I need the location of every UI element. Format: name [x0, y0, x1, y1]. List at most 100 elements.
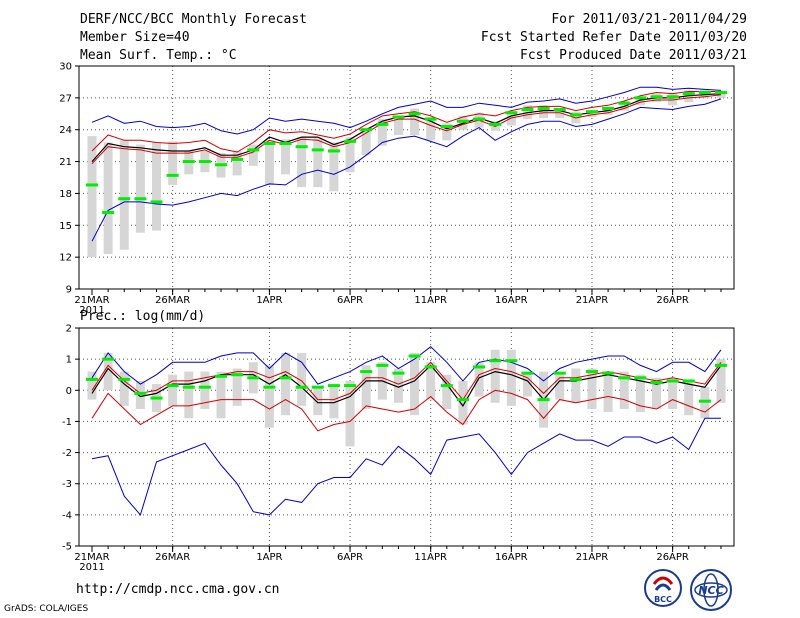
- median-marker: [247, 376, 260, 380]
- median-marker: [327, 149, 340, 153]
- ncc-logo: NCC: [686, 568, 736, 618]
- x-tick-label: 11APR: [414, 552, 447, 563]
- spread-box: [571, 368, 581, 403]
- median-marker: [521, 371, 534, 375]
- spread-box: [716, 359, 726, 403]
- lower-quartile-line: [91, 94, 722, 165]
- lower-bound-line: [91, 417, 721, 516]
- spread-box: [539, 105, 549, 119]
- median-marker: [456, 119, 469, 123]
- median-marker: [295, 385, 308, 389]
- spread-box: [393, 115, 403, 136]
- median-marker: [698, 91, 711, 95]
- x-tick-label: 26APR: [656, 295, 689, 306]
- median-marker: [134, 197, 147, 201]
- median-marker: [86, 377, 98, 381]
- spread-box: [119, 140, 129, 250]
- spread-box: [506, 111, 516, 126]
- y-tick-label: 21: [59, 157, 72, 168]
- y-tick-label: 30: [59, 62, 72, 73]
- median-marker: [618, 101, 631, 105]
- spread-box: [668, 377, 678, 409]
- spread-box: [232, 368, 242, 406]
- spread-box: [345, 137, 355, 173]
- spread-box: [329, 142, 339, 192]
- y-tick-label: 0: [66, 386, 72, 397]
- spread-box: [555, 374, 565, 400]
- upper-quartile-line: [91, 361, 722, 401]
- median-marker: [86, 183, 98, 187]
- y-tick-label: -5: [62, 542, 72, 553]
- spread-box: [587, 110, 597, 117]
- median-marker: [585, 110, 598, 114]
- produced-date: Fcst Produced Date 2011/03/21: [520, 48, 747, 63]
- spread-box: [635, 374, 645, 413]
- median-marker: [198, 385, 211, 389]
- spread-box: [684, 380, 694, 416]
- median-marker: [263, 142, 276, 146]
- median-marker: [473, 365, 486, 369]
- spread-box: [361, 127, 371, 156]
- spread-box: [248, 144, 258, 166]
- x-tick-label: 21MAR: [74, 295, 109, 306]
- median-marker: [231, 157, 244, 161]
- y-tick-label: -1: [62, 417, 72, 428]
- spread-box: [635, 96, 645, 106]
- y-tick-label: 15: [59, 221, 72, 232]
- spread-box: [119, 371, 129, 406]
- spread-box: [87, 136, 97, 258]
- member-size: Member Size=40: [80, 30, 190, 45]
- ncc-logo-text: NCC: [698, 584, 723, 597]
- y-tick-label: 18: [59, 189, 72, 200]
- y-tick-label: 12: [59, 253, 72, 264]
- median-marker: [134, 391, 147, 395]
- plot-frame: [78, 65, 735, 290]
- spread-box: [103, 142, 113, 254]
- spread-box: [313, 387, 323, 416]
- spread-box: [587, 368, 597, 409]
- median-marker: [279, 142, 292, 146]
- spread-box: [152, 142, 162, 231]
- x-tick-label: 1APR: [256, 552, 282, 563]
- median-marker: [311, 148, 324, 152]
- median-marker: [182, 160, 195, 164]
- median-marker: [440, 384, 453, 388]
- median-marker: [182, 385, 195, 389]
- x-tick-label: 6APR: [337, 552, 363, 563]
- median-marker: [279, 376, 292, 380]
- bcc-logo-text: BCC: [654, 595, 672, 604]
- x-tick-label: 26APR: [656, 552, 689, 563]
- x-tick-label: 1APR: [256, 295, 282, 306]
- source-url[interactable]: http://cmdp.ncc.cma.gov.cn: [76, 582, 280, 597]
- median-marker: [263, 385, 276, 389]
- median-marker: [102, 357, 115, 361]
- median-marker: [602, 371, 615, 375]
- spread-box: [345, 380, 355, 447]
- median-marker: [537, 398, 550, 402]
- median-marker: [376, 363, 389, 367]
- median-marker: [215, 374, 228, 378]
- spread-box: [87, 371, 97, 400]
- x-tick-label: 21APR: [576, 295, 609, 306]
- median-marker: [424, 365, 437, 369]
- grads-credit: GrADS: COLA/IGES: [4, 604, 89, 614]
- lower-quartile-line: [91, 389, 722, 432]
- spread-box: [490, 349, 500, 403]
- plot-frame: [78, 327, 735, 547]
- spread-box: [264, 140, 274, 185]
- spread-box: [426, 116, 436, 141]
- spread-box: [522, 371, 532, 397]
- spread-box: [361, 365, 371, 409]
- chart-title: DERF/NCC/BCC Monthly Forecast: [80, 12, 307, 27]
- median-marker: [569, 113, 582, 117]
- median-marker: [634, 376, 647, 380]
- median-marker: [392, 115, 405, 119]
- median-marker: [618, 376, 631, 380]
- x-tick-label: 6APR: [337, 295, 363, 306]
- median-marker: [666, 95, 679, 99]
- median-marker: [198, 160, 211, 164]
- median-marker: [166, 384, 179, 388]
- x-tick-label: 16APR: [495, 552, 528, 563]
- median-marker: [344, 139, 357, 143]
- lower-bound-line: [91, 98, 722, 242]
